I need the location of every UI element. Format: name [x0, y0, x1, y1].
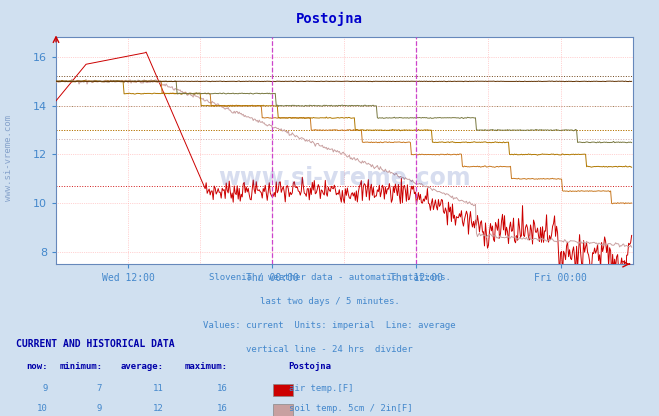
- Text: 16: 16: [217, 384, 227, 393]
- Text: 16: 16: [217, 404, 227, 413]
- Text: Postojna: Postojna: [296, 12, 363, 26]
- Text: Postojna: Postojna: [289, 362, 331, 371]
- Text: Slovenia / weather data - automatic stations.: Slovenia / weather data - automatic stat…: [208, 272, 451, 282]
- Text: vertical line - 24 hrs  divider: vertical line - 24 hrs divider: [246, 345, 413, 354]
- Text: maximum:: maximum:: [185, 362, 227, 371]
- Text: soil temp. 5cm / 2in[F]: soil temp. 5cm / 2in[F]: [289, 404, 413, 413]
- Text: www.si-vreme.com: www.si-vreme.com: [218, 166, 471, 190]
- Text: 11: 11: [153, 384, 163, 393]
- Text: 9: 9: [42, 384, 47, 393]
- Text: last two days / 5 minutes.: last two days / 5 minutes.: [260, 297, 399, 306]
- Text: 7: 7: [97, 384, 102, 393]
- Text: now:: now:: [26, 362, 47, 371]
- Text: 10: 10: [37, 404, 47, 413]
- Text: CURRENT AND HISTORICAL DATA: CURRENT AND HISTORICAL DATA: [16, 339, 175, 349]
- Text: air temp.[F]: air temp.[F]: [289, 384, 353, 393]
- Text: minimum:: minimum:: [59, 362, 102, 371]
- Text: 12: 12: [153, 404, 163, 413]
- Text: www.si-vreme.com: www.si-vreme.com: [4, 115, 13, 201]
- Text: Values: current  Units: imperial  Line: average: Values: current Units: imperial Line: av…: [203, 321, 456, 330]
- Text: 9: 9: [97, 404, 102, 413]
- Text: average:: average:: [121, 362, 163, 371]
